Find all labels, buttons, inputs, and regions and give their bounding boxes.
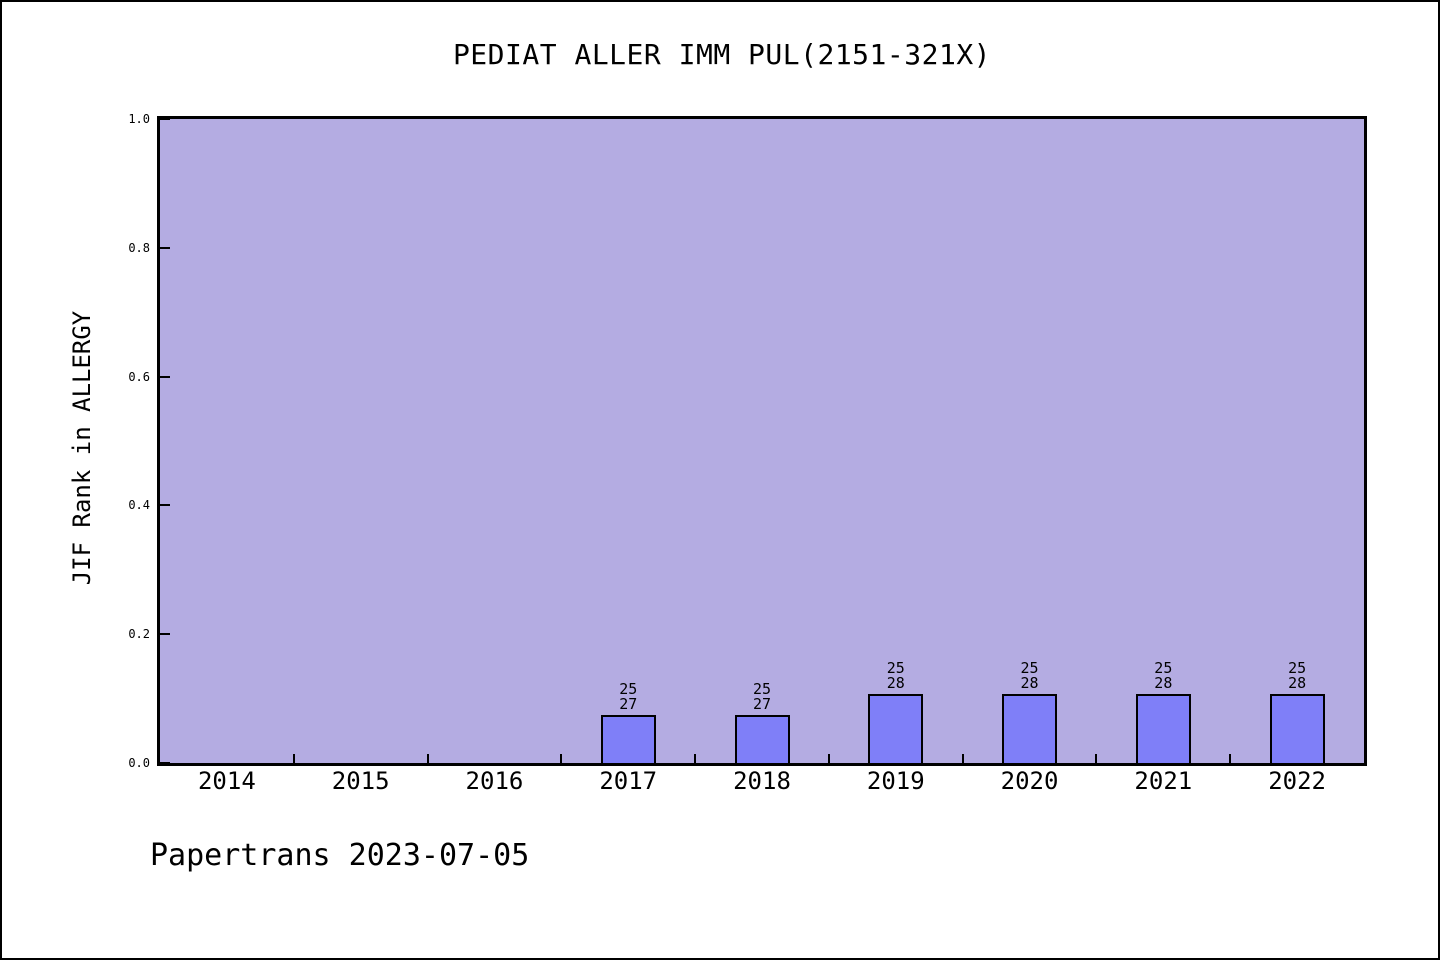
x-tick-label: 2020 [1000, 767, 1059, 795]
y-tick-label: 0.2 [128, 627, 150, 642]
x-tick-label: 2015 [331, 767, 390, 795]
y-tick-mark [160, 375, 170, 378]
y-tick-label: 0.4 [128, 498, 150, 513]
y-tick-mark [160, 246, 170, 249]
x-tick-mark [1229, 754, 1232, 763]
x-tick-label: 2021 [1134, 767, 1193, 795]
bar [868, 694, 924, 763]
y-tick-label: 0.6 [128, 369, 150, 384]
x-tick-label: 2022 [1268, 767, 1327, 795]
bar [1269, 694, 1325, 763]
bar-value-label: 25 28 [1154, 659, 1173, 692]
bar [1135, 694, 1191, 763]
y-tick-label: 1.0 [128, 112, 150, 126]
x-tick-mark [694, 754, 697, 763]
footer-text: Papertrans 2023-07-05 [150, 838, 530, 873]
bar-value-label: 25 28 [1020, 659, 1039, 692]
x-tick-mark [827, 754, 830, 763]
y-tick-label: 0.0 [128, 756, 150, 770]
y-tick-labels: 0.0 0.2 0.4 0.6 0.8 1.0 [2, 112, 150, 770]
x-tick-labels: 2014 2015 2016 2017 2018 2019 2020 2021 2022 [160, 767, 1364, 801]
x-tick-mark [560, 754, 563, 763]
bar [734, 715, 790, 763]
x-tick-label: 2014 [197, 767, 256, 795]
bar [1002, 694, 1058, 763]
x-tick-label: 2018 [733, 767, 791, 795]
bar-value-label: 25 28 [1288, 659, 1307, 692]
y-tick-mark [160, 119, 170, 120]
y-tick-mark [160, 504, 170, 507]
x-tick-mark [961, 754, 964, 763]
x-tick-mark [1095, 754, 1098, 763]
y-tick-mark [160, 633, 170, 636]
x-tick-label: 2017 [599, 767, 658, 795]
bar-value-label: 25 27 [752, 680, 772, 713]
y-tick-label: 0.8 [128, 240, 150, 255]
bar-value-label: 25 27 [619, 680, 638, 713]
chart-title: PEDIAT ALLER IMM PUL(2151-321X) [452, 38, 992, 71]
y-tick-mark [160, 762, 170, 763]
plot-area: 25 27 25 27 25 28 25 28 25 28 25 28 [157, 116, 1367, 766]
bar [600, 715, 656, 763]
x-tick-mark [292, 754, 295, 763]
bar-value-label: 25 28 [886, 659, 905, 692]
x-tick-mark [426, 754, 429, 763]
x-tick-label: 2019 [866, 767, 925, 795]
x-tick-label: 2016 [465, 767, 524, 795]
